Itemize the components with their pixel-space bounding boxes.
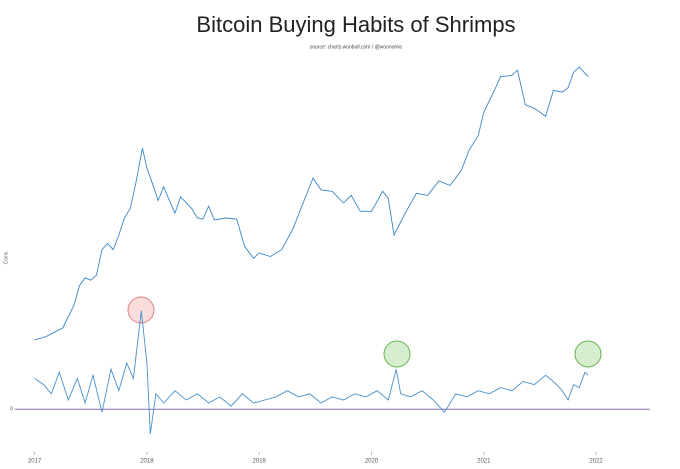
x-tick-label: 2020 xyxy=(365,459,379,465)
x-tick-label: 2022 xyxy=(589,459,603,465)
highlight-circle xyxy=(127,296,155,324)
x-tick-label: 2018 xyxy=(140,459,154,465)
chart-subtitle: source: charts.woobull.com / @woonomic xyxy=(310,44,403,50)
highlight-circle xyxy=(383,340,411,368)
series-line xyxy=(34,66,589,341)
highlight-circle xyxy=(574,340,602,368)
y2-axis-label: Coins xyxy=(3,251,9,264)
x-tick-label: 2019 xyxy=(253,459,267,465)
x-tick-label: 2017 xyxy=(28,459,42,465)
y2-tick-label: 0 xyxy=(10,407,13,413)
chart-title: Bitcoin Buying Habits of Shrimps xyxy=(196,12,515,37)
series-line xyxy=(34,310,589,434)
x-tick-label: 2021 xyxy=(477,459,491,465)
